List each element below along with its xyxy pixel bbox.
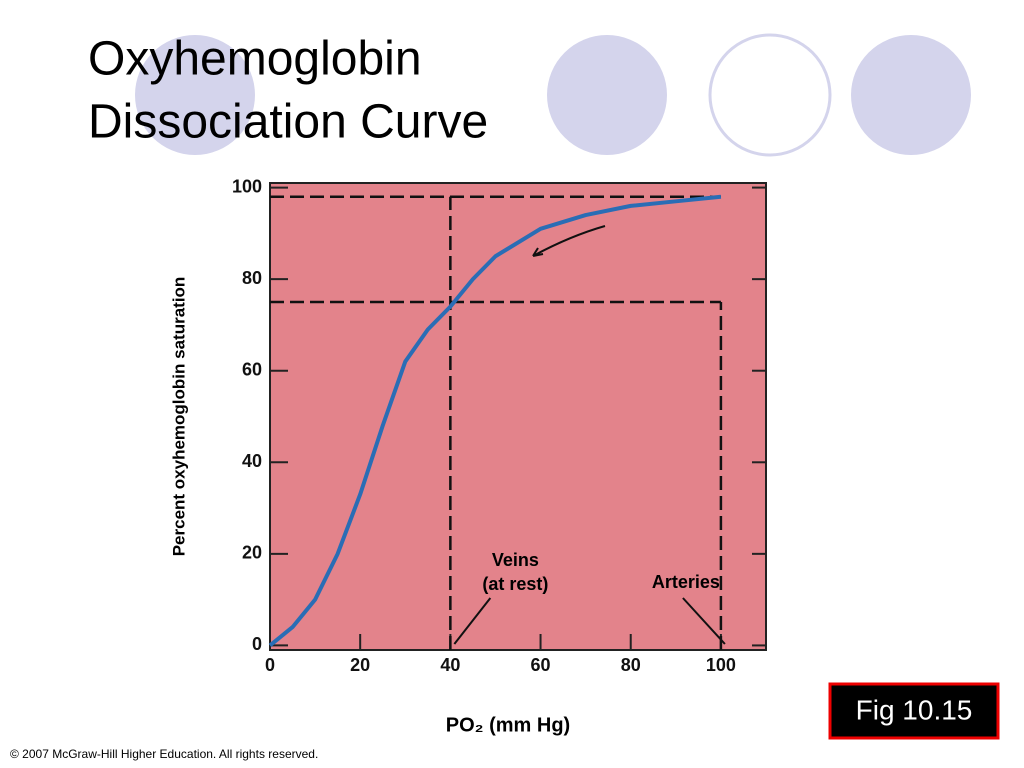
x-tick-label: 40 (440, 655, 460, 675)
y-axis-label: Percent oxyhemoglobin saturation (169, 277, 188, 557)
slide-title: Oxyhemoglobin (88, 33, 422, 86)
direction-arrow (532, 225, 606, 257)
annotation: Veins (492, 550, 539, 570)
copyright: © 2007 McGraw-Hill Higher Education. All… (10, 747, 318, 761)
decor-circle (135, 35, 255, 155)
chart: 0 20 40 60 80 100 0 20 40 60 80 100 Percent oxyhemog… (169, 176, 767, 736)
x-tick-label: 80 (621, 655, 641, 675)
y-tick-label: 80 (242, 268, 262, 288)
curve (268, 194, 722, 647)
x-tick-label: 60 (531, 655, 551, 675)
annotation-pointer (682, 597, 726, 645)
figure-label: Fig 10.15 (856, 694, 973, 725)
plot-area (269, 182, 767, 651)
y-tick-label: 40 (242, 451, 262, 471)
y-tick-label: 100 (232, 176, 262, 196)
x-tick-label: 20 (350, 655, 370, 675)
annotation: Arteries (652, 572, 720, 592)
x-tick-label: 0 (265, 655, 275, 675)
x-axis-label: PO₂ (mm Hg) (446, 714, 570, 736)
y-tick-label: 20 (242, 543, 262, 563)
y-tick-label: 60 (242, 359, 262, 379)
decor-circle (547, 35, 667, 155)
x-tick-label: 100 (706, 655, 736, 675)
decor-circle (851, 35, 971, 155)
annotation: (at rest) (482, 574, 548, 594)
figure-label-box (828, 682, 1000, 740)
y-tick-label: 0 (252, 634, 262, 654)
annotation-pointer (453, 597, 492, 645)
slide-title: Dissociation Curve (88, 96, 488, 149)
decor-circle (708, 33, 832, 157)
